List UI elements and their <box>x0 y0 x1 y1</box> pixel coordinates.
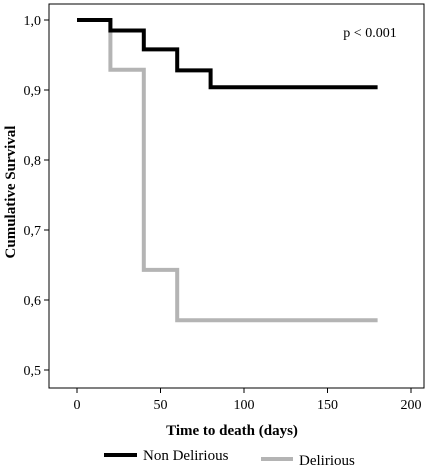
x-tick-label: 0 <box>74 398 81 413</box>
plot-frame <box>48 3 425 389</box>
y-tick-label: 0,8 <box>24 154 42 169</box>
x-tick-label: 100 <box>234 398 255 413</box>
series-line-non-delirious <box>77 18 378 90</box>
y-tick-label: 0,9 <box>24 84 42 99</box>
y-axis: 0,5 0,6 0,7 0,8 0,9 1,0 <box>24 14 49 379</box>
x-axis-title: Time to death (days) <box>166 423 298 439</box>
legend: Non Delirious Delirious <box>104 448 355 468</box>
x-tick-label: 200 <box>401 398 422 413</box>
y-tick-label: 0,5 <box>24 364 42 379</box>
y-axis-title: Cumulative Survival <box>3 126 19 259</box>
x-axis: 0 50 100 150 200 <box>74 388 422 413</box>
p-value-annotation: p < 0.001 <box>343 26 396 41</box>
x-tick-label: 150 <box>317 398 338 413</box>
plot-border <box>48 3 425 389</box>
legend-label-delirious: Delirious <box>299 453 355 468</box>
x-tick-label: 50 <box>154 398 168 413</box>
y-tick-label: 0,7 <box>24 224 42 239</box>
y-tick-label: 1,0 <box>24 14 42 29</box>
series-group <box>77 18 378 323</box>
y-tick-label: 0,6 <box>24 294 42 309</box>
legend-label-non-delirious: Non Delirious <box>143 448 229 464</box>
series-line-delirious <box>77 18 378 323</box>
